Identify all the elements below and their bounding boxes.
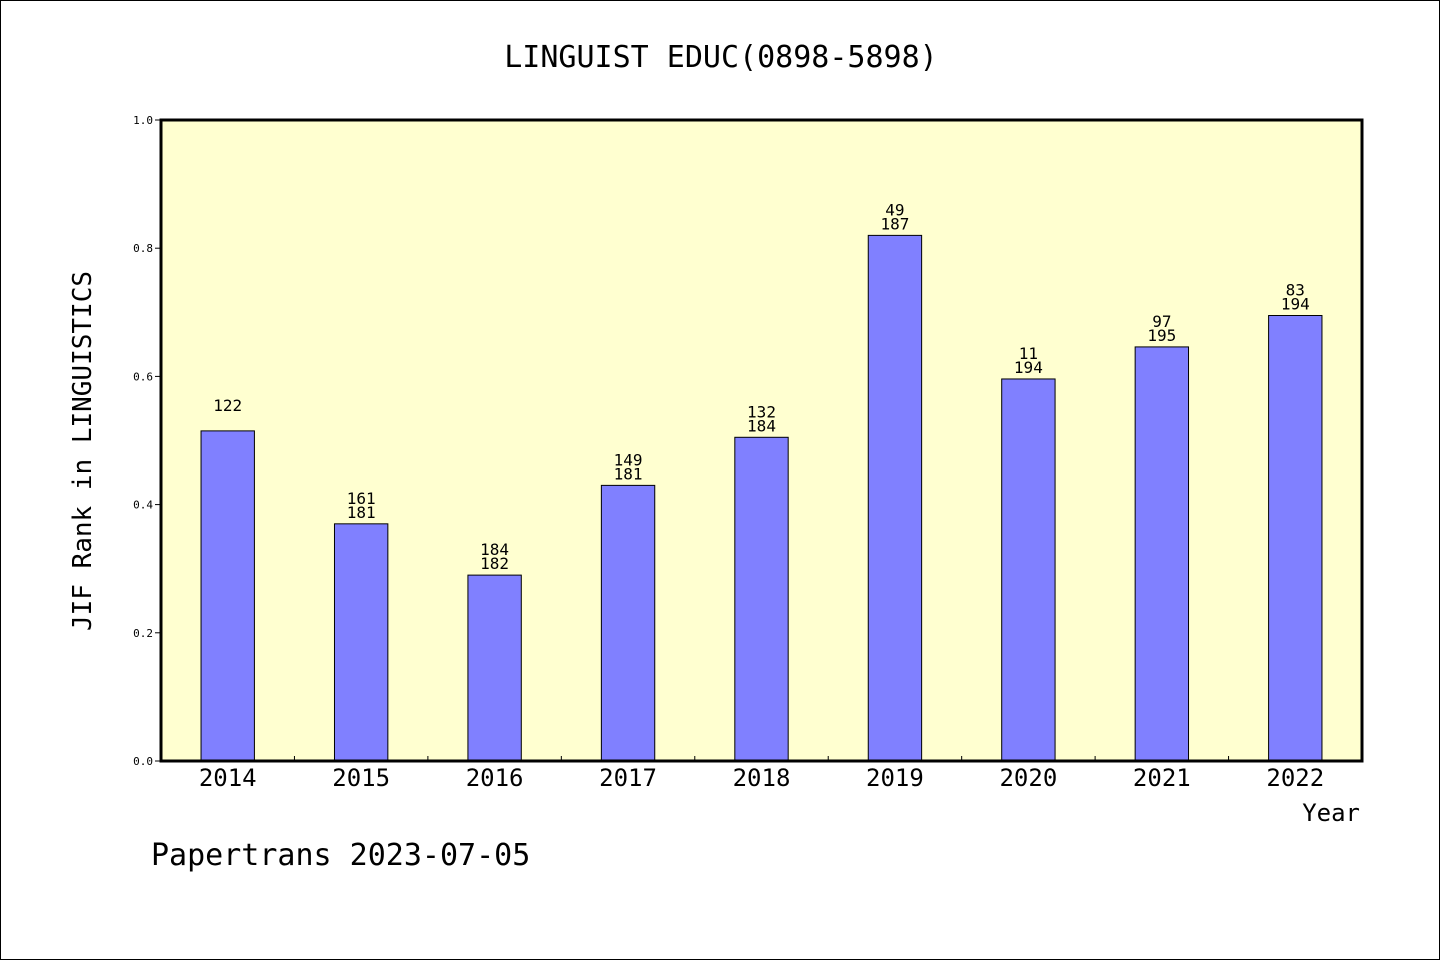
bar-total-label: 184	[747, 416, 776, 435]
y-tick-label: 0.6	[133, 370, 153, 383]
bar-total-label: 187	[880, 214, 909, 233]
x-tick-label: 2018	[733, 764, 791, 792]
x-axis-label: Year	[1302, 799, 1360, 827]
bar-total-label: 195	[1147, 326, 1176, 345]
bar-rank-label: 149	[614, 450, 643, 469]
y-tick-label: 0.0	[133, 755, 153, 768]
bar-2015	[333, 523, 389, 762]
bar-total-label: 194	[1014, 358, 1043, 377]
bar-2018	[734, 436, 789, 762]
bar-total-label: 181	[614, 464, 643, 483]
x-tick-label: 2020	[999, 764, 1057, 792]
x-tick-label: 2015	[332, 764, 390, 792]
footer-text: Papertrans 2023-07-05	[151, 838, 530, 873]
bar-rank-label: 49	[885, 200, 904, 219]
bar-total-label: 122	[213, 396, 242, 415]
bar-2022	[1268, 315, 1323, 762]
bars-group: 1221611811841821491811321844918711194971…	[200, 200, 1323, 762]
bar-rank-label: 184	[480, 540, 509, 559]
y-tick-label: 0.2	[133, 627, 153, 640]
bar-2014	[200, 430, 255, 762]
bar-total-label: 182	[480, 554, 509, 573]
x-tick-label: 2022	[1266, 764, 1324, 792]
bar-2019	[867, 234, 923, 762]
x-tick-label: 2016	[466, 764, 524, 792]
x-tick-label: 2017	[599, 764, 657, 792]
x-tick-label: 2019	[866, 764, 924, 792]
bar-total-label: 194	[1281, 295, 1310, 314]
bar-2021	[1134, 346, 1190, 762]
plot-border	[159, 118, 1364, 763]
bar-total-label: 181	[347, 503, 376, 522]
bar-rank-label: 11	[1019, 344, 1038, 363]
x-tick-label: 2021	[1133, 764, 1191, 792]
y-tick-label: 0.8	[133, 242, 153, 255]
y-tick-label: 0.4	[133, 499, 153, 512]
bar-2017	[600, 484, 656, 762]
bar-rank-label: 97	[1152, 312, 1171, 331]
bar-rank-label: 83	[1286, 281, 1305, 300]
chart-title: LINGUIST EDUC(0898-5898)	[504, 40, 937, 75]
x-tick-label: 2014	[199, 764, 257, 792]
ticks-group: 2014 2015 2016 2017 2018 2019 2020 2021 2022 0.0 0…	[133, 114, 1324, 792]
y-tick-label: 1.0	[133, 114, 153, 127]
bar-rank-label: 161	[347, 489, 376, 508]
y-axis-label: JIF Rank in LINGUISTICS	[68, 271, 98, 631]
bar-2016	[467, 574, 522, 762]
bar-2020	[1001, 378, 1056, 762]
bar-rank-label: 132	[747, 402, 776, 421]
